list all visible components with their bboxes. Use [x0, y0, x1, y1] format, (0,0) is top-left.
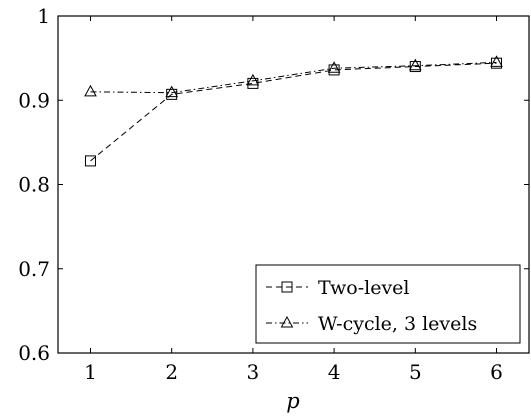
series-2-point	[165, 85, 179, 98]
legend-label-1: Two-level	[318, 277, 410, 299]
y-tick-label: 0.8	[18, 173, 50, 197]
x-axis-title: p	[286, 389, 299, 413]
y-tick-label: 0.7	[18, 257, 50, 281]
series-1-point	[166, 88, 178, 100]
y-tick-label: 0.6	[18, 341, 50, 365]
series-1-point	[328, 64, 340, 76]
legend: Two-level W-cycle, 3 levels	[255, 264, 521, 344]
legend-label-2: W-cycle, 3 levels	[318, 313, 477, 335]
x-tick-label: 1	[84, 360, 97, 384]
series-2-point	[327, 61, 341, 73]
legend-marker-1	[281, 281, 293, 293]
x-tick-label: 5	[409, 360, 422, 384]
series-2-point	[84, 84, 97, 97]
series-1-point	[409, 61, 421, 73]
legend-box	[255, 264, 521, 344]
y-tick-label: 1	[37, 4, 50, 28]
y-tick-label: 0.9	[18, 88, 50, 112]
x-tick-label: 4	[328, 360, 341, 384]
plot-area: 1 2 3 4 5 6 0.6 0.7 0.8 0.9 1	[18, 4, 530, 384]
series-line-1	[90, 62, 497, 162]
x-tick-label: 2	[165, 360, 178, 384]
series-2-point	[408, 58, 422, 71]
series-1-point	[84, 155, 96, 167]
legend-marker-2	[280, 315, 294, 328]
series-2-point	[490, 55, 503, 67]
series-1-point	[491, 57, 503, 69]
x-tick-label: 3	[247, 360, 260, 384]
series-line-2	[90, 61, 497, 94]
series-2-point	[246, 73, 260, 86]
x-tick-label: 6	[490, 360, 503, 384]
